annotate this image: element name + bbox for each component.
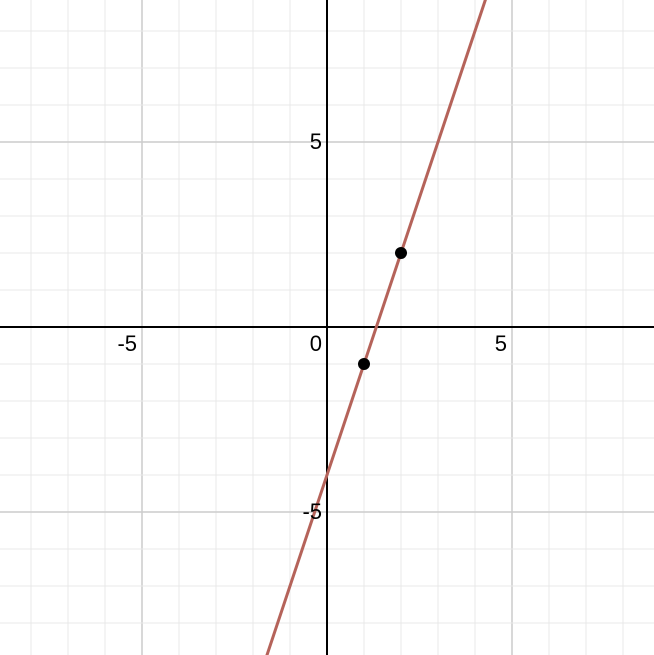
y-tick-label: 5 — [267, 129, 322, 155]
x-tick-label: 5 — [452, 331, 507, 357]
x-tick-label: -5 — [82, 331, 137, 357]
x-tick-label: 0 — [267, 331, 322, 357]
chart-svg — [0, 0, 654, 655]
y-tick-label: -5 — [267, 499, 322, 525]
coordinate-plane-chart: -5 0 5 5 -5 — [0, 0, 654, 655]
